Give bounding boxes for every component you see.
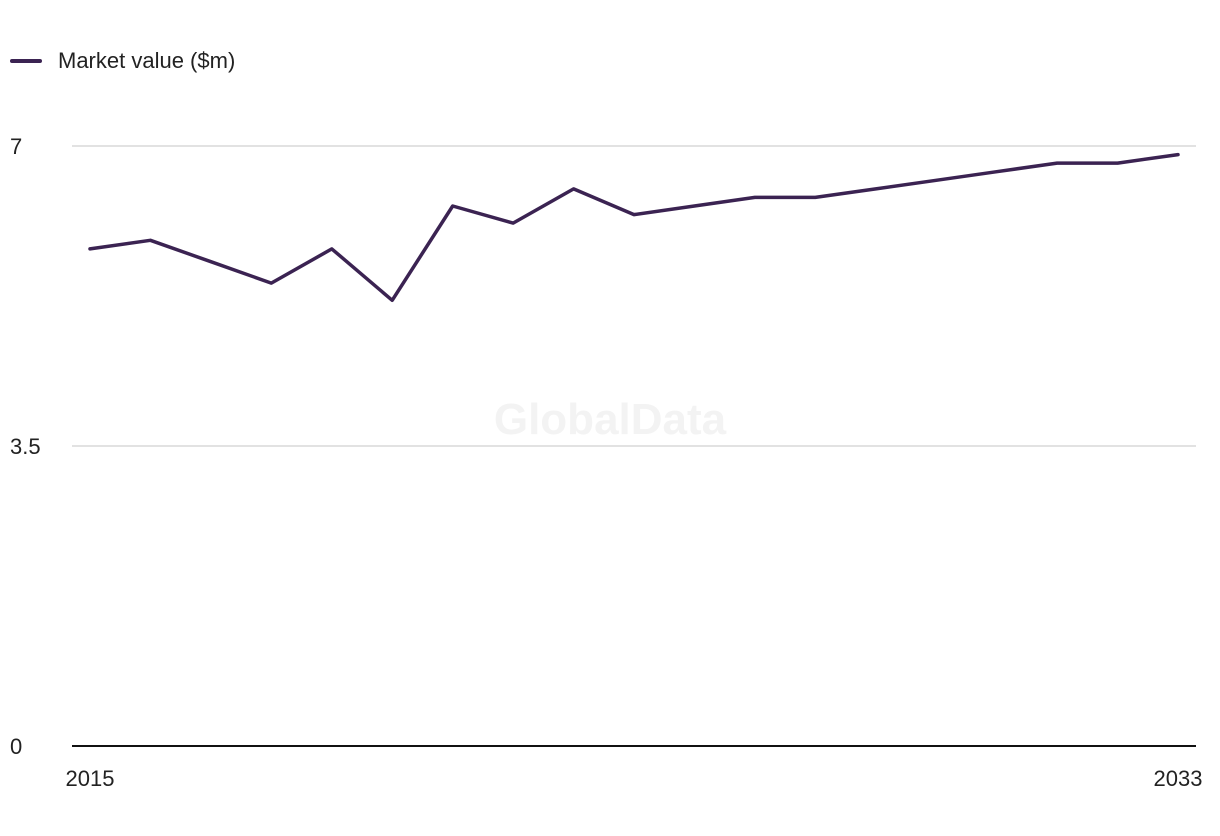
x-tick-label: 2015 <box>66 766 115 791</box>
gridlines <box>72 145 1196 447</box>
series-line <box>88 152 1180 303</box>
legend-label: Market value ($m) <box>58 48 236 73</box>
y-tick-label: 7 <box>10 134 22 159</box>
y-tick-label: 0 <box>10 734 22 759</box>
chart-legend: Market value ($m) <box>10 44 235 78</box>
x-axis-labels: 2015 2033 <box>66 766 1203 791</box>
y-tick-label: 3.5 <box>10 434 41 459</box>
y-axis-labels: 03.57 <box>10 134 41 759</box>
series-lines <box>88 152 1180 303</box>
x-tick-label: 2033 <box>1154 766 1203 791</box>
legend-swatch <box>10 59 42 63</box>
watermark: GlobalData <box>494 395 727 444</box>
